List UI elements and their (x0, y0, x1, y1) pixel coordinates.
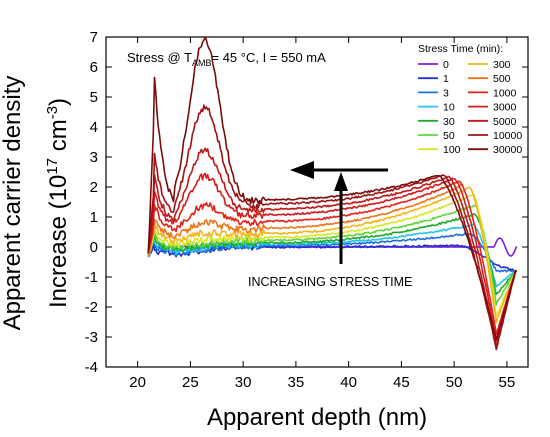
legend-label-3: 3 (443, 87, 449, 99)
series-line-5000 (147, 147, 517, 348)
legend-label-1: 1 (443, 73, 449, 85)
series-layer (147, 37, 518, 351)
up-arrow-head (334, 172, 348, 191)
legend-label-10: 10 (443, 102, 455, 114)
y-tick-label: 5 (90, 89, 98, 106)
series-line-300 (147, 186, 517, 324)
y-tick-label: 1 (90, 209, 98, 226)
legend-label-3000: 3000 (493, 102, 517, 114)
y-tick-label: 4 (90, 119, 98, 136)
x-tick-label: 40 (340, 374, 357, 391)
plot-frame (105, 36, 529, 368)
y-tick-label: 0 (90, 239, 98, 256)
legend-label-100: 100 (443, 144, 461, 156)
x-tick-label: 35 (288, 374, 305, 391)
x-tick-label: 20 (129, 374, 146, 391)
legend-label-50: 50 (443, 130, 455, 142)
series-line-10000 (147, 104, 518, 351)
y-axis-title-line2: Increase (1017 cm-3) (44, 98, 72, 308)
y-axis-ticks: -4 -3 -2 -1 0 1 2 3 4 5 6 7 (85, 29, 528, 376)
y-tick-label: -1 (85, 269, 98, 286)
series-line-30 (147, 213, 517, 295)
left-arrow-head (290, 161, 314, 179)
stress-condition-annotation: Stress @ TAMB= 45 °C, I = 550 mA (127, 50, 326, 68)
legend-title: Stress Time (min): (418, 43, 503, 55)
legend-label-5000: 5000 (493, 116, 517, 128)
legend-label-10000: 10000 (493, 130, 522, 142)
series-line-3 (147, 232, 517, 273)
legend-label-500: 500 (493, 73, 511, 85)
legend: Stress Time (min): 0 1 3 10 30 50 100 300 500 100… (418, 43, 522, 156)
x-tick-label: 55 (499, 374, 516, 391)
x-axis-title: Apparent depth (nm) (207, 404, 427, 431)
y-tick-label: 2 (90, 179, 98, 196)
y-tick-label: 3 (90, 149, 98, 166)
series-line-3000 (147, 172, 517, 342)
x-axis-ticks: 20 25 30 35 40 45 50 55 (129, 37, 515, 391)
y-tick-label: -2 (85, 299, 98, 316)
series-line-50 (147, 204, 518, 306)
x-tick-label: 45 (393, 374, 410, 391)
series-line-30000 (147, 37, 517, 341)
increasing-stress-time-label: INCREASING STRESS TIME (248, 275, 412, 289)
y-tick-label: -3 (85, 329, 98, 346)
y-axis-title-line1: Apparent carrier density (0, 76, 26, 331)
legend-label-30000: 30000 (493, 144, 522, 156)
x-tick-label: 30 (235, 374, 252, 391)
y-tick-label: 6 (90, 59, 98, 76)
x-tick-label: 50 (446, 374, 463, 391)
legend-label-0: 0 (443, 59, 449, 71)
y-tick-label: 7 (90, 29, 98, 46)
series-line-500 (147, 183, 464, 256)
legend-label-1000: 1000 (493, 87, 517, 99)
series-line-1000 (147, 180, 518, 335)
series-line-10 (147, 223, 517, 288)
legend-label-30: 30 (443, 116, 455, 128)
legend-label-300: 300 (493, 59, 511, 71)
x-tick-label: 25 (182, 374, 199, 391)
y-tick-label: -4 (85, 359, 98, 376)
